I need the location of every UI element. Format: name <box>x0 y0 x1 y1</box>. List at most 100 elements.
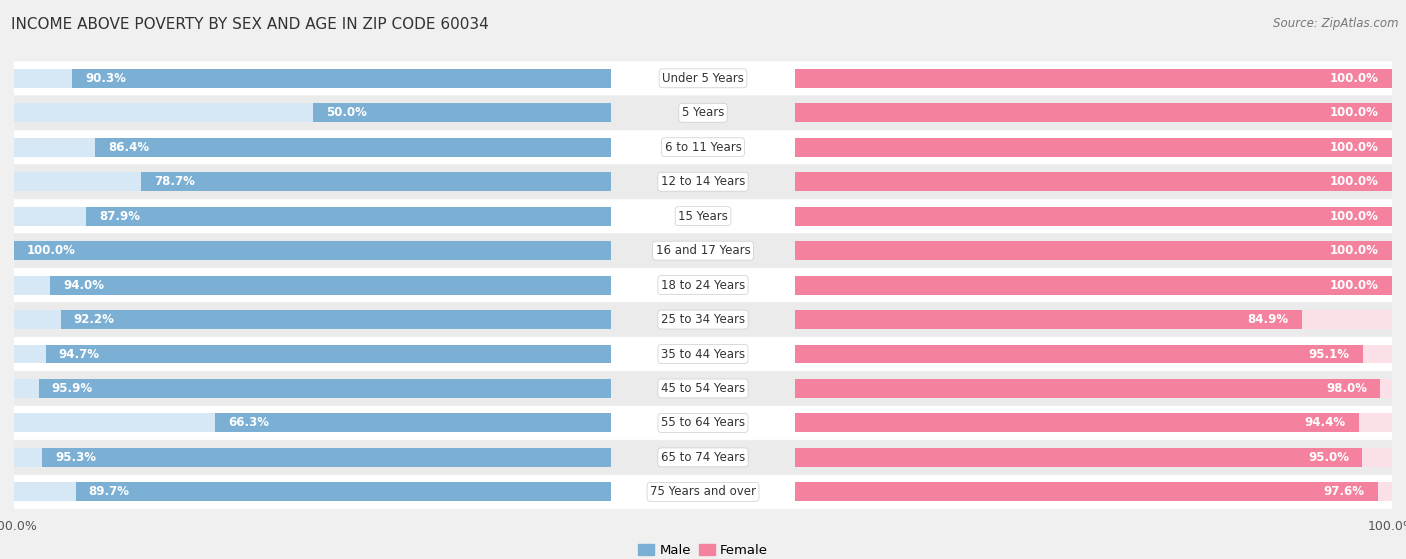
Bar <box>794 344 1392 363</box>
Text: 100.0%: 100.0% <box>1330 244 1379 257</box>
FancyBboxPatch shape <box>14 234 1392 268</box>
Legend: Male, Female: Male, Female <box>633 539 773 559</box>
FancyBboxPatch shape <box>14 96 1392 130</box>
Text: 86.4%: 86.4% <box>108 141 149 154</box>
Bar <box>794 69 1392 88</box>
Text: 100.0%: 100.0% <box>1330 175 1379 188</box>
Text: 65 to 74 Years: 65 to 74 Years <box>661 451 745 464</box>
Bar <box>14 172 612 191</box>
Text: 12 to 14 Years: 12 to 14 Years <box>661 175 745 188</box>
Bar <box>14 138 612 157</box>
Text: 94.7%: 94.7% <box>59 348 100 361</box>
Bar <box>794 482 1378 501</box>
Bar <box>794 207 1392 226</box>
Bar <box>794 172 1392 191</box>
Text: 100.0%: 100.0% <box>1330 210 1379 222</box>
Bar <box>794 103 1392 122</box>
Bar <box>76 482 612 501</box>
Text: 45 to 54 Years: 45 to 54 Years <box>661 382 745 395</box>
Text: 55 to 64 Years: 55 to 64 Years <box>661 416 745 429</box>
Text: 87.9%: 87.9% <box>100 210 141 222</box>
Text: 100.0%: 100.0% <box>1330 72 1379 85</box>
FancyBboxPatch shape <box>14 302 1392 337</box>
Text: 50.0%: 50.0% <box>326 106 367 119</box>
Text: 100.0%: 100.0% <box>27 244 76 257</box>
Bar <box>794 138 1392 157</box>
Bar <box>14 69 612 88</box>
Bar <box>46 344 612 363</box>
Bar <box>794 172 1392 191</box>
Text: 95.0%: 95.0% <box>1308 451 1348 464</box>
Text: 98.0%: 98.0% <box>1326 382 1367 395</box>
Bar <box>86 207 612 226</box>
Text: 97.6%: 97.6% <box>1323 485 1364 499</box>
Bar <box>49 276 612 295</box>
Bar <box>794 379 1381 398</box>
Text: 100.0%: 100.0% <box>1330 141 1379 154</box>
Bar <box>794 276 1392 295</box>
Bar <box>215 414 612 433</box>
Bar <box>14 310 612 329</box>
Text: 89.7%: 89.7% <box>89 485 129 499</box>
Bar <box>794 69 1392 88</box>
Bar <box>794 207 1392 226</box>
Bar <box>96 138 612 157</box>
Text: 35 to 44 Years: 35 to 44 Years <box>661 348 745 361</box>
Bar <box>14 482 612 501</box>
Text: Source: ZipAtlas.com: Source: ZipAtlas.com <box>1274 17 1399 30</box>
Bar <box>14 448 612 467</box>
Text: 95.3%: 95.3% <box>55 451 96 464</box>
Bar <box>141 172 612 191</box>
Text: Under 5 Years: Under 5 Years <box>662 72 744 85</box>
Bar <box>794 241 1392 260</box>
Bar <box>14 207 612 226</box>
Text: 25 to 34 Years: 25 to 34 Years <box>661 313 745 326</box>
Text: 100.0%: 100.0% <box>1330 106 1379 119</box>
Text: 84.9%: 84.9% <box>1247 313 1289 326</box>
FancyBboxPatch shape <box>14 165 1392 198</box>
FancyBboxPatch shape <box>14 337 1392 371</box>
Text: 92.2%: 92.2% <box>73 313 115 326</box>
Bar <box>14 414 612 433</box>
Bar <box>794 310 1392 329</box>
Bar <box>794 344 1362 363</box>
Text: 16 and 17 Years: 16 and 17 Years <box>655 244 751 257</box>
FancyBboxPatch shape <box>14 406 1392 440</box>
Text: 78.7%: 78.7% <box>155 175 195 188</box>
Bar <box>794 103 1392 122</box>
Bar <box>794 379 1392 398</box>
Text: 15 Years: 15 Years <box>678 210 728 222</box>
Bar <box>38 379 612 398</box>
Bar <box>60 310 612 329</box>
Bar <box>14 276 612 295</box>
Bar <box>794 448 1392 467</box>
Bar <box>794 276 1392 295</box>
Bar <box>72 69 612 88</box>
Text: 5 Years: 5 Years <box>682 106 724 119</box>
Text: 94.0%: 94.0% <box>63 278 104 292</box>
Text: INCOME ABOVE POVERTY BY SEX AND AGE IN ZIP CODE 60034: INCOME ABOVE POVERTY BY SEX AND AGE IN Z… <box>11 17 489 32</box>
Bar <box>14 241 612 260</box>
Text: 6 to 11 Years: 6 to 11 Years <box>665 141 741 154</box>
FancyBboxPatch shape <box>14 268 1392 302</box>
Text: 75 Years and over: 75 Years and over <box>650 485 756 499</box>
FancyBboxPatch shape <box>14 130 1392 164</box>
Text: 95.1%: 95.1% <box>1309 348 1350 361</box>
Text: 100.0%: 100.0% <box>1330 278 1379 292</box>
Bar <box>794 414 1392 433</box>
Bar <box>794 241 1392 260</box>
Bar <box>14 344 612 363</box>
Text: 94.4%: 94.4% <box>1305 416 1346 429</box>
FancyBboxPatch shape <box>14 440 1392 474</box>
Bar <box>14 241 612 260</box>
Bar <box>14 379 612 398</box>
Bar <box>794 448 1362 467</box>
Text: 95.9%: 95.9% <box>52 382 93 395</box>
Text: 66.3%: 66.3% <box>228 416 270 429</box>
Bar <box>794 482 1392 501</box>
Bar <box>794 414 1358 433</box>
Bar <box>794 138 1392 157</box>
FancyBboxPatch shape <box>14 475 1392 509</box>
Bar <box>42 448 612 467</box>
FancyBboxPatch shape <box>14 61 1392 95</box>
